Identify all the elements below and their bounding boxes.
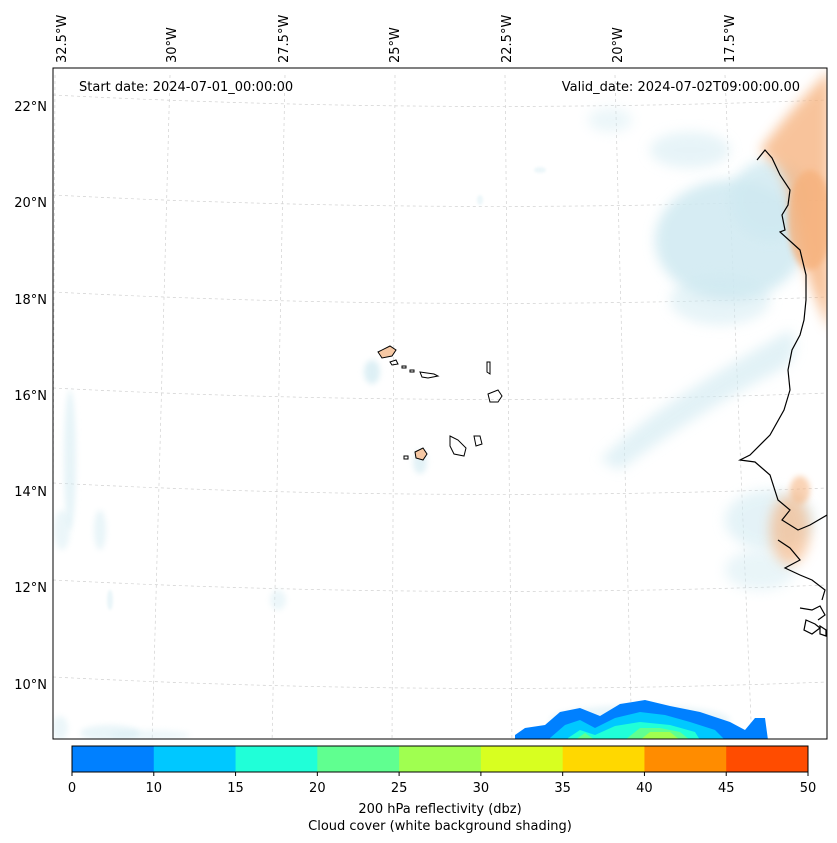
colorbar-tick-label: 20 (309, 781, 326, 796)
colorbar-tick-label: 15 (227, 781, 244, 796)
colorbar-segment (480, 746, 564, 772)
lon-label: 30°W (165, 27, 180, 63)
colorbar-label: 200 hPa reflectivity (dbz) (358, 802, 521, 817)
lat-label: 22°N (14, 100, 47, 115)
lon-label: 20°W (611, 27, 626, 63)
colorbar-segment (72, 746, 155, 772)
lat-label: 20°N (14, 196, 47, 211)
lon-label: 27.5°W (277, 15, 292, 63)
colorbar-segment (644, 746, 727, 772)
colorbar-sublabel: Cloud cover (white background shading) (308, 819, 572, 834)
latitude-labels: 22°N 20°N 18°N 16°N 14°N 12°N 10°N (14, 100, 47, 693)
colorbar-tick-label: 50 (800, 781, 817, 796)
colorbar-tick-label: 30 (473, 781, 490, 796)
lat-label: 14°N (14, 485, 47, 500)
start-date-label: Start date: 2024-07-01_00:00:00 (79, 80, 293, 95)
colorbar-segment (235, 746, 318, 772)
lon-label: 32.5°W (55, 15, 70, 63)
cape-verde-islands (377, 345, 503, 461)
colorbar-tick-label: 10 (146, 781, 163, 796)
map-frame (52, 67, 828, 740)
colorbar-border (71, 745, 809, 773)
colorbar-segment (562, 746, 645, 772)
longitude-labels: 32.5°W 30°W 27.5°W 25°W 22.5°W 20°W 17.5… (55, 15, 738, 63)
lon-label: 22.5°W (500, 15, 515, 63)
colorbar: 0 10 15 20 25 30 35 40 45 50 (68, 745, 817, 796)
gridlines (53, 74, 827, 739)
colorbar-tick-label: 35 (554, 781, 571, 796)
colorbar-segment (153, 746, 237, 772)
colorbar-segment (726, 746, 809, 772)
lat-label: 18°N (14, 293, 47, 308)
colorbar-tick-label: 40 (636, 781, 653, 796)
reflectivity-band (515, 700, 768, 739)
reflectivity-shading (760, 73, 827, 565)
colorbar-segment (399, 746, 482, 772)
lat-label: 10°N (14, 678, 47, 693)
lon-label: 25°W (388, 27, 403, 63)
colorbar-tick-label: 45 (718, 781, 735, 796)
african-coastline (737, 149, 827, 637)
colorbar-tick-label: 25 (391, 781, 408, 796)
valid-date-label: Valid_date: 2024-07-02T09:00:00.00 (562, 80, 800, 95)
lat-label: 12°N (14, 581, 47, 596)
colorbar-segment (317, 746, 400, 772)
colorbar-tick-label: 0 (68, 781, 76, 796)
lat-label: 16°N (14, 389, 47, 404)
lon-label: 17.5°W (723, 15, 738, 63)
